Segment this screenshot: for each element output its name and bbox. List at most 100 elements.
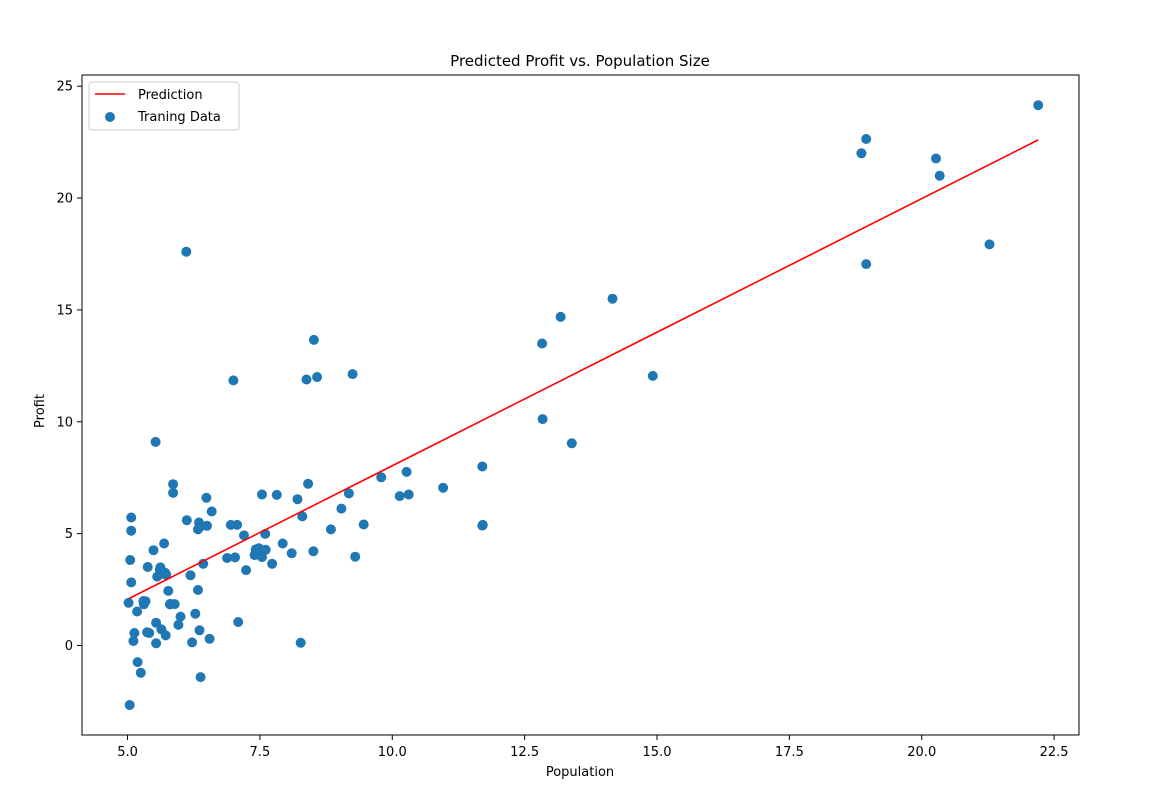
training-point-62	[376, 472, 387, 483]
training-point-34	[292, 494, 303, 505]
y-tick-label: 10	[56, 415, 73, 430]
chart-title: Predicted Profit vs. Population Size	[450, 52, 710, 70]
legend-prediction-label: Prediction	[138, 88, 203, 103]
x-tick-label: 20.0	[907, 745, 936, 760]
x-tick-label: 10.0	[378, 745, 407, 760]
training-point-50	[257, 489, 267, 500]
y-tick-label: 25	[56, 80, 73, 95]
y-axis: 0 5 10 15 20 25	[56, 80, 82, 654]
prediction-line	[128, 139, 1039, 600]
training-point-32	[347, 369, 358, 380]
x-tick-label: 12.5	[510, 745, 539, 760]
training-point-17	[129, 628, 140, 638]
x-tick-label: 15.0	[643, 745, 672, 760]
training-point-27	[438, 482, 449, 493]
plot-frame	[81, 74, 1080, 736]
training-point-67	[126, 512, 137, 523]
training-point-54	[190, 608, 201, 619]
training-point-91	[295, 637, 306, 648]
training-point-3	[228, 375, 239, 386]
training-point-7	[312, 372, 323, 382]
training-point-82	[358, 519, 369, 530]
x-tick-label: 17.5	[775, 745, 804, 760]
training-point-11	[607, 293, 618, 304]
plot-area	[123, 100, 1044, 710]
training-point-98	[204, 633, 215, 644]
training-point-89	[984, 239, 995, 250]
training-point-30	[135, 667, 146, 678]
training-point-70	[241, 565, 252, 576]
training-point-73	[175, 611, 186, 622]
training-point-103	[257, 552, 267, 563]
training-point-60	[225, 519, 236, 530]
training-point-74	[168, 479, 179, 490]
legend: Prediction Traning Data	[88, 81, 240, 131]
training-point-71	[165, 599, 176, 610]
y-axis-label: Profit	[33, 394, 48, 428]
training-point-84	[394, 491, 405, 502]
training-point-36	[286, 548, 297, 559]
training-point-35	[277, 538, 288, 549]
x-axis: 5.0 7.5 10.0 12.5 15.0 17.5 20.0 22.5	[117, 735, 1069, 760]
training-point-46	[126, 525, 137, 536]
training-point-94	[350, 551, 361, 562]
training-point-69	[124, 700, 135, 710]
training-point-56	[194, 625, 205, 636]
training-point-90	[267, 558, 278, 569]
training-point-78	[325, 524, 336, 535]
training-point-75	[155, 568, 166, 579]
training-point-55	[193, 585, 203, 595]
training-point-0	[181, 246, 192, 257]
training-point-5	[301, 374, 312, 385]
training-point-45	[233, 617, 244, 627]
training-point-43	[163, 585, 174, 596]
x-tick-label: 7.5	[250, 745, 271, 760]
training-point-63	[856, 148, 867, 159]
training-point-31	[206, 506, 217, 517]
training-point-44	[271, 489, 282, 500]
training-point-18	[198, 558, 209, 569]
training-point-48	[477, 461, 488, 472]
training-point-88	[861, 259, 872, 270]
training-point-92	[151, 638, 162, 649]
training-point-80	[138, 596, 149, 606]
training-point-13	[303, 478, 314, 489]
training-point-100	[239, 530, 249, 541]
training-point-8	[201, 492, 212, 503]
training-point-87	[566, 438, 577, 449]
y-tick-label: 15	[56, 303, 73, 318]
training-point-1	[150, 436, 161, 447]
training-point-93	[187, 637, 198, 648]
training-point-64	[343, 488, 354, 499]
training-point-107	[173, 619, 184, 630]
training-point-20	[185, 570, 196, 581]
training-point-38	[537, 414, 548, 425]
y-tick-label: 0	[65, 639, 73, 654]
legend-training-label: Traning Data	[137, 110, 221, 125]
training-point-106	[403, 489, 414, 500]
training-point-39	[194, 517, 204, 528]
training-point-104	[336, 503, 347, 514]
training-point-65	[230, 552, 240, 563]
training-point-25	[861, 134, 872, 144]
training-point-95	[132, 657, 143, 668]
training-point-96	[160, 630, 171, 641]
x-axis-label: Population	[546, 765, 614, 780]
training-point-81	[297, 511, 308, 522]
training-point-105	[181, 515, 192, 526]
training-point-66	[159, 538, 170, 549]
training-point-83	[142, 627, 153, 638]
training-point-15	[142, 562, 153, 572]
training-point-49	[151, 617, 162, 628]
training-point-41	[222, 553, 233, 563]
y-tick-label: 5	[65, 527, 73, 542]
training-point-85	[401, 466, 412, 477]
training-point-102	[308, 546, 319, 557]
x-tick-label: 22.5	[1040, 745, 1069, 760]
training-point-29	[1033, 100, 1044, 111]
training-point-4	[168, 487, 179, 498]
y-tick-label: 20	[56, 192, 73, 207]
x-tick-label: 5.0	[117, 745, 138, 760]
training-point-108	[126, 577, 137, 588]
